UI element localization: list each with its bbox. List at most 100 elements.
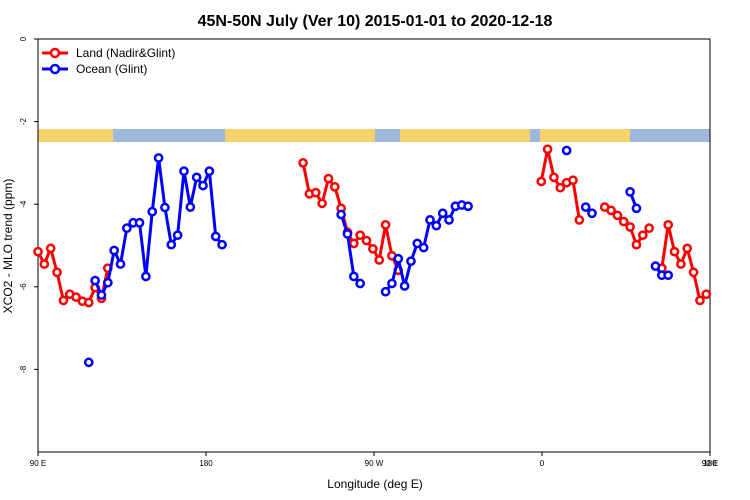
legend: Land (Nadir&Glint) Ocean (Glint) <box>42 46 175 76</box>
legend-ocean-marker <box>49 63 61 75</box>
data-point <box>342 229 353 239</box>
data-point <box>701 289 712 300</box>
data-point <box>374 255 385 265</box>
series-layer <box>33 144 712 368</box>
data-point <box>298 158 308 168</box>
legend-land-label: Land (Nadir&Glint) <box>76 46 175 60</box>
data-point <box>336 209 346 220</box>
data-point <box>310 187 321 198</box>
data-point <box>185 202 196 212</box>
data-point <box>90 275 100 286</box>
x-tick-label: 90 E <box>30 459 46 468</box>
data-point <box>688 267 699 278</box>
x-tick-label: 180 <box>703 459 717 468</box>
data-point <box>444 215 454 225</box>
series-line <box>301 162 400 271</box>
y-axis-label: XCO2 - MLO trend (ppm) <box>1 179 15 314</box>
land-band-asia <box>38 129 113 142</box>
data-point <box>166 239 177 250</box>
data-point <box>463 201 473 212</box>
data-point <box>368 243 378 254</box>
y-tick-label: -6 <box>19 283 28 291</box>
data-point <box>204 166 215 177</box>
series-ocean <box>83 145 674 368</box>
data-point <box>153 153 164 163</box>
data-point <box>348 271 359 282</box>
data-point <box>348 238 359 249</box>
data-point <box>102 277 113 288</box>
data-point <box>210 231 221 242</box>
data-point <box>122 223 132 234</box>
data-point <box>549 172 559 183</box>
data-point <box>676 259 686 269</box>
data-point <box>418 242 429 253</box>
data-point <box>361 235 372 246</box>
data-point <box>637 230 648 241</box>
data-point <box>147 206 158 217</box>
legend-ocean-label: Ocean (Glint) <box>76 62 147 76</box>
data-point <box>134 217 145 228</box>
data-point <box>612 210 623 221</box>
data-point <box>606 205 616 216</box>
data-point <box>669 246 680 257</box>
data-point <box>425 215 435 225</box>
data-point <box>695 295 705 306</box>
x-tick-label: 0 <box>540 459 545 468</box>
data-point <box>574 215 585 225</box>
data-point <box>83 357 94 368</box>
data-point <box>115 259 126 269</box>
x-tick-label: 90 W <box>365 459 384 468</box>
data-point <box>380 286 391 297</box>
data-point <box>355 278 366 289</box>
data-point <box>555 182 566 193</box>
land-band <box>38 129 710 142</box>
data-point <box>399 281 410 291</box>
data-point <box>631 239 642 250</box>
data-point <box>317 198 327 209</box>
data-point <box>45 243 56 254</box>
data-point <box>587 208 597 219</box>
y-tick-label: 0 <box>19 36 28 41</box>
data-point <box>431 220 442 231</box>
data-point <box>172 230 183 241</box>
data-point <box>580 202 591 212</box>
data-point <box>52 267 62 278</box>
data-point <box>625 186 635 197</box>
data-point <box>83 297 94 308</box>
data-point <box>355 230 366 241</box>
legend-land-marker <box>49 47 61 59</box>
data-point <box>650 261 661 271</box>
data-point <box>568 175 578 186</box>
data-point <box>561 145 572 156</box>
data-point <box>393 253 404 264</box>
series-line <box>93 156 224 297</box>
data-point <box>71 292 81 302</box>
y-tick-label: -8 <box>19 365 28 373</box>
land-band-europe <box>400 129 530 142</box>
y-axis-ticks: 0 -2 -4 -6 -8 <box>19 36 38 373</box>
data-point <box>412 238 423 249</box>
data-point <box>406 256 416 267</box>
data-point <box>198 180 208 191</box>
y-tick-label: -4 <box>19 200 28 208</box>
x-tick-label: 90 E <box>702 459 718 468</box>
chart-title: 45N-50N July (Ver 10) 2015-01-01 to 2020… <box>198 13 553 30</box>
data-point <box>536 176 547 187</box>
data-point <box>33 246 43 257</box>
data-point <box>663 270 674 281</box>
data-point <box>625 222 635 232</box>
y-tick-label: -2 <box>19 117 28 125</box>
data-point <box>323 173 334 184</box>
x-tick-label: 180 <box>199 459 213 468</box>
data-point <box>387 278 397 289</box>
data-point <box>160 202 170 213</box>
data-point <box>39 259 50 269</box>
data-point <box>542 144 553 155</box>
data-point <box>663 220 674 230</box>
land-band-north-america <box>225 129 375 142</box>
data-point <box>179 166 189 177</box>
data-point <box>437 208 448 219</box>
data-point <box>618 216 629 227</box>
